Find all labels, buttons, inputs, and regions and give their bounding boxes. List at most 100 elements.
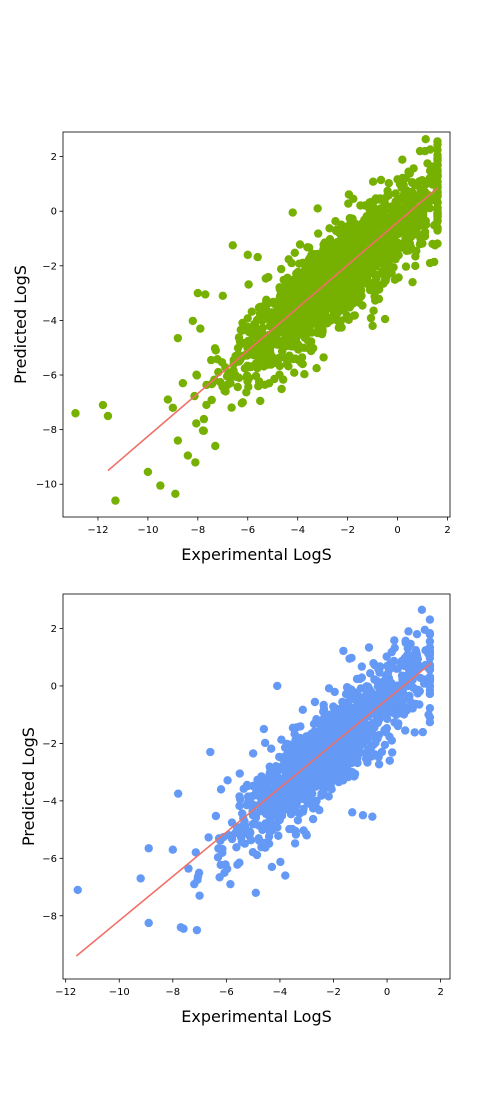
scatter-point	[307, 337, 316, 346]
x-axis-label: Experimental LogS	[181, 545, 332, 564]
scatter-point	[324, 285, 333, 294]
scatter-point	[192, 370, 201, 379]
scatter-point	[235, 792, 244, 801]
scatter-point	[381, 259, 390, 269]
scatter-point	[358, 219, 367, 228]
scatter-point	[293, 816, 303, 825]
scatter-point	[282, 359, 292, 369]
scatter-point	[368, 237, 377, 246]
scatter-point	[391, 197, 400, 206]
scatter-point	[416, 673, 425, 683]
scatter-point	[248, 749, 258, 758]
x-tick-label: −6	[240, 525, 255, 536]
scatter-point	[316, 286, 326, 295]
scatter-point	[256, 778, 265, 788]
scatter-point	[423, 194, 432, 203]
scatter-point	[369, 306, 378, 315]
scatter-point	[285, 788, 294, 797]
scatter-point	[280, 743, 290, 752]
scatter-point	[143, 467, 153, 477]
scatter-point	[384, 179, 393, 188]
scatter-point	[274, 815, 283, 824]
scatter-point	[381, 276, 390, 285]
scatter-point	[356, 684, 366, 693]
scatter-point	[326, 747, 336, 756]
x-axis-label: Experimental LogS	[181, 1007, 332, 1026]
scatter-point	[330, 709, 339, 718]
scatter-point	[338, 776, 348, 785]
scatter-point	[338, 252, 347, 261]
scatter-point	[410, 728, 419, 737]
scatter-point	[413, 203, 422, 212]
scatter-chart-top: −12 −10 −8 −6 −4 −2 0 2 −10 −8 −6 −4 −2 0 2 Experimenta…	[11, 131, 451, 564]
x-tick-label: 2	[444, 525, 450, 536]
scatter-point	[136, 874, 145, 883]
scatter-point	[349, 194, 358, 203]
scatter-point	[387, 254, 396, 264]
scatter-point	[331, 217, 340, 226]
scatter-point	[227, 832, 237, 841]
scatter-point	[302, 831, 311, 840]
scatter-point	[319, 704, 329, 714]
scatter-point	[368, 321, 377, 331]
scatter-point	[308, 274, 317, 283]
scatter-point	[390, 636, 399, 645]
scatter-point	[315, 805, 324, 815]
scatter-point	[358, 740, 367, 749]
scatter-point	[144, 844, 153, 853]
scatter-point	[316, 258, 326, 268]
scatter-point	[433, 159, 442, 169]
scatter-point	[227, 818, 237, 827]
scatter-point	[395, 207, 405, 216]
x-tick-label: −4	[290, 525, 305, 536]
scatter-point	[344, 736, 353, 745]
scatter-point	[188, 316, 197, 326]
scatter-point	[405, 239, 415, 248]
scatter-point	[226, 879, 235, 889]
y-tick-label: 0	[51, 207, 57, 218]
x-tick-label: −4	[273, 987, 288, 998]
scatter-point	[403, 672, 412, 681]
scatter-point	[413, 654, 423, 664]
scatter-point	[307, 250, 316, 260]
y-tick-label: −8	[42, 425, 57, 436]
scatter-point	[279, 275, 288, 285]
scatter-point	[227, 403, 236, 412]
y-tick-label: −6	[42, 371, 57, 382]
scatter-point	[265, 341, 274, 350]
scatter-point	[249, 351, 258, 360]
scatter-point	[353, 264, 362, 273]
scatter-point	[295, 240, 305, 249]
scatter-point	[265, 826, 274, 836]
scatter-point	[366, 727, 375, 736]
scatter-point	[433, 177, 442, 186]
scatter-point	[255, 309, 265, 318]
scatter-point	[338, 697, 347, 707]
scatter-point	[350, 735, 360, 745]
scatter-point	[335, 744, 345, 753]
scatter-point	[243, 827, 253, 837]
scatter-point	[314, 229, 323, 238]
scatter-point	[234, 829, 243, 838]
scatter-point	[265, 347, 274, 356]
y-tick-label: 2	[51, 624, 57, 635]
scatter-point	[388, 245, 397, 255]
scatter-point	[365, 685, 374, 694]
scatter-point	[388, 748, 397, 757]
scatter-point	[193, 288, 203, 298]
scatter-point	[298, 793, 307, 803]
scatter-point	[235, 769, 244, 778]
scatter-point	[232, 843, 241, 852]
fit-line	[107, 187, 439, 472]
scatter-point	[401, 638, 411, 648]
scatter-point	[340, 241, 350, 250]
scatter-point	[302, 757, 311, 767]
scatter-point	[259, 724, 269, 734]
scatter-point	[408, 277, 417, 287]
y-tick-label: 0	[51, 681, 57, 692]
plot-frame	[62, 131, 451, 518]
scatter-point	[254, 821, 263, 830]
scatter-point	[357, 662, 366, 671]
scatter-point	[433, 187, 442, 197]
scatter-point	[336, 707, 345, 716]
